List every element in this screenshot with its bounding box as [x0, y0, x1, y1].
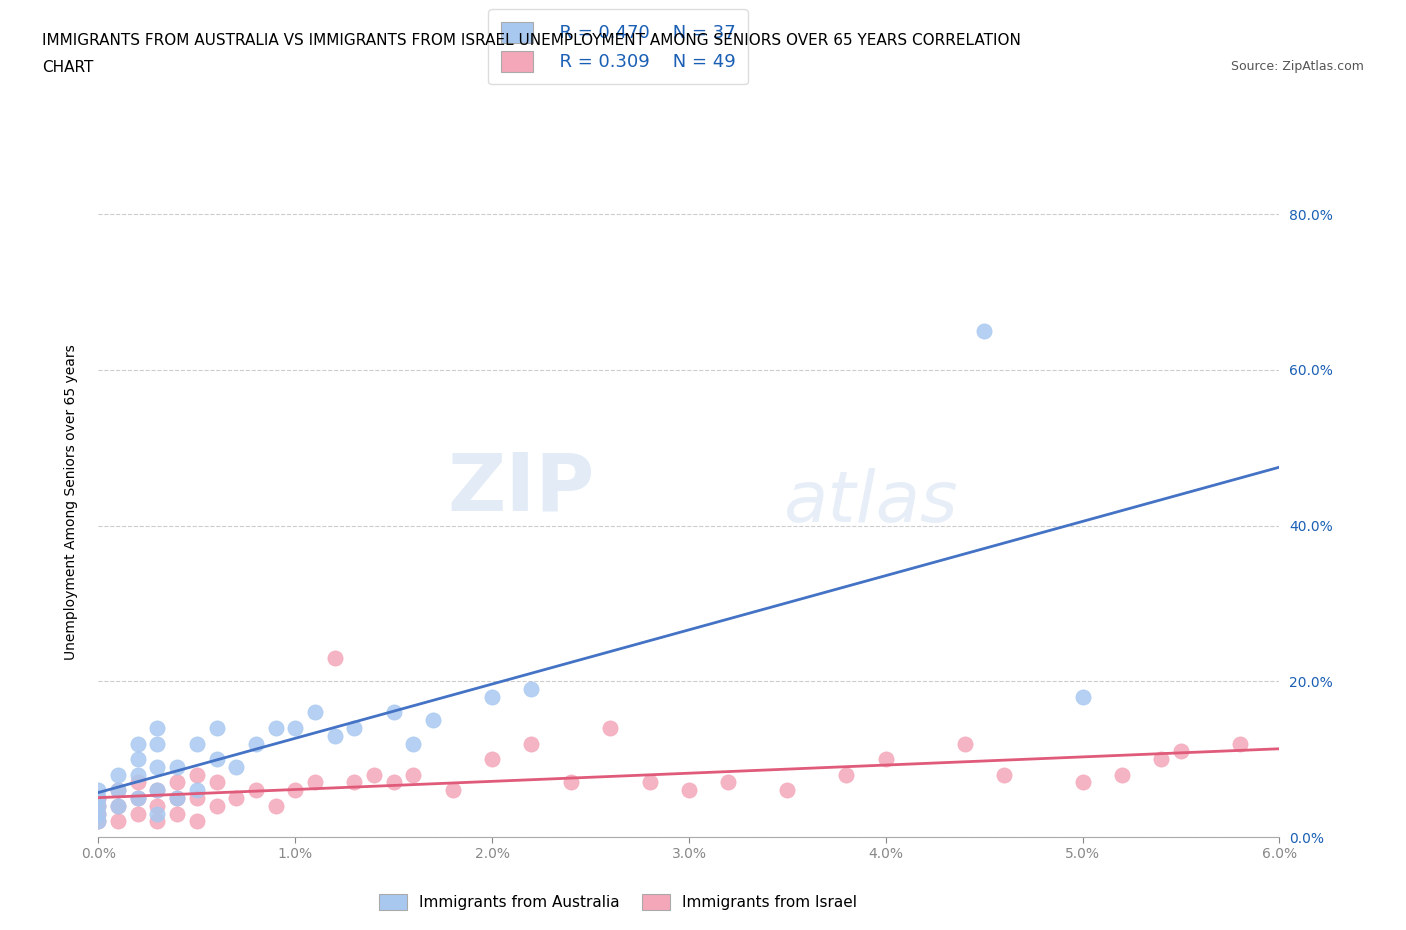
Point	[284, 783, 307, 798]
Point	[146, 783, 169, 798]
Point	[146, 721, 169, 736]
Point	[127, 790, 149, 805]
Point	[717, 775, 740, 790]
Point	[186, 737, 208, 751]
Point	[146, 760, 169, 775]
Point	[146, 814, 169, 829]
Point	[225, 790, 247, 805]
Point	[441, 783, 464, 798]
Point	[835, 767, 858, 782]
Point	[107, 814, 129, 829]
Point	[107, 783, 129, 798]
Point	[107, 783, 129, 798]
Y-axis label: Unemployment Among Seniors over 65 years: Unemployment Among Seniors over 65 years	[63, 344, 77, 660]
Point	[638, 775, 661, 790]
Point	[205, 775, 228, 790]
Point	[127, 790, 149, 805]
Point	[678, 783, 700, 798]
Point	[186, 790, 208, 805]
Point	[146, 737, 169, 751]
Point	[245, 737, 267, 751]
Text: atlas: atlas	[783, 468, 957, 537]
Point	[1111, 767, 1133, 782]
Point	[205, 799, 228, 814]
Point	[166, 790, 188, 805]
Point	[186, 767, 208, 782]
Point	[166, 760, 188, 775]
Point	[402, 737, 425, 751]
Point	[146, 799, 169, 814]
Point	[127, 751, 149, 766]
Text: CHART: CHART	[42, 60, 94, 75]
Point	[127, 775, 149, 790]
Point	[304, 775, 326, 790]
Point	[1170, 744, 1192, 759]
Legend: Immigrants from Australia, Immigrants from Israel: Immigrants from Australia, Immigrants fr…	[373, 888, 863, 916]
Point	[304, 705, 326, 720]
Point	[560, 775, 582, 790]
Point	[382, 775, 405, 790]
Point	[186, 783, 208, 798]
Point	[186, 814, 208, 829]
Point	[402, 767, 425, 782]
Point	[146, 783, 169, 798]
Point	[87, 799, 110, 814]
Point	[107, 767, 129, 782]
Point	[87, 790, 110, 805]
Point	[776, 783, 799, 798]
Point	[343, 721, 366, 736]
Point	[166, 806, 188, 821]
Point	[87, 799, 110, 814]
Text: ZIP: ZIP	[447, 450, 595, 528]
Point	[127, 806, 149, 821]
Point	[127, 767, 149, 782]
Point	[1071, 689, 1094, 704]
Point	[127, 737, 149, 751]
Point	[323, 650, 346, 665]
Point	[87, 806, 110, 821]
Point	[973, 324, 995, 339]
Point	[382, 705, 405, 720]
Point	[422, 712, 444, 727]
Point	[363, 767, 385, 782]
Point	[87, 814, 110, 829]
Point	[225, 760, 247, 775]
Point	[146, 806, 169, 821]
Point	[107, 799, 129, 814]
Point	[87, 783, 110, 798]
Point	[1229, 737, 1251, 751]
Point	[323, 728, 346, 743]
Text: IMMIGRANTS FROM AUSTRALIA VS IMMIGRANTS FROM ISRAEL UNEMPLOYMENT AMONG SENIORS O: IMMIGRANTS FROM AUSTRALIA VS IMMIGRANTS …	[42, 33, 1021, 47]
Point	[166, 790, 188, 805]
Point	[87, 790, 110, 805]
Point	[284, 721, 307, 736]
Point	[520, 682, 543, 697]
Point	[343, 775, 366, 790]
Point	[264, 799, 287, 814]
Point	[520, 737, 543, 751]
Point	[87, 806, 110, 821]
Point	[599, 721, 621, 736]
Point	[87, 814, 110, 829]
Point	[1150, 751, 1173, 766]
Point	[1071, 775, 1094, 790]
Point	[166, 775, 188, 790]
Text: Source: ZipAtlas.com: Source: ZipAtlas.com	[1230, 60, 1364, 73]
Point	[107, 799, 129, 814]
Point	[481, 751, 503, 766]
Point	[264, 721, 287, 736]
Point	[993, 767, 1015, 782]
Point	[875, 751, 897, 766]
Point	[245, 783, 267, 798]
Point	[205, 751, 228, 766]
Point	[205, 721, 228, 736]
Point	[481, 689, 503, 704]
Point	[953, 737, 976, 751]
